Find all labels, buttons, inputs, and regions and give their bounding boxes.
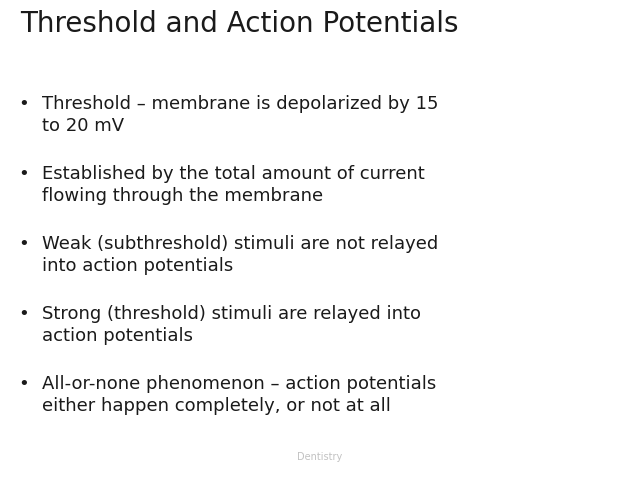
Text: •: • bbox=[18, 305, 29, 323]
Text: Dentistry: Dentistry bbox=[298, 452, 342, 462]
Text: •: • bbox=[18, 375, 29, 393]
Text: •: • bbox=[18, 235, 29, 253]
Text: Threshold and Action Potentials: Threshold and Action Potentials bbox=[20, 10, 458, 38]
Text: •: • bbox=[18, 165, 29, 183]
Text: Threshold – membrane is depolarized by 15: Threshold – membrane is depolarized by 1… bbox=[42, 95, 438, 113]
Text: either happen completely, or not at all: either happen completely, or not at all bbox=[42, 397, 391, 415]
Text: All-or-none phenomenon – action potentials: All-or-none phenomenon – action potentia… bbox=[42, 375, 436, 393]
Text: Weak (subthreshold) stimuli are not relayed: Weak (subthreshold) stimuli are not rela… bbox=[42, 235, 438, 253]
Text: into action potentials: into action potentials bbox=[42, 257, 233, 275]
Text: Established by the total amount of current: Established by the total amount of curre… bbox=[42, 165, 425, 183]
Text: to 20 mV: to 20 mV bbox=[42, 117, 124, 135]
Text: action potentials: action potentials bbox=[42, 327, 193, 345]
Text: •: • bbox=[18, 95, 29, 113]
Text: Strong (threshold) stimuli are relayed into: Strong (threshold) stimuli are relayed i… bbox=[42, 305, 421, 323]
Text: flowing through the membrane: flowing through the membrane bbox=[42, 187, 323, 205]
